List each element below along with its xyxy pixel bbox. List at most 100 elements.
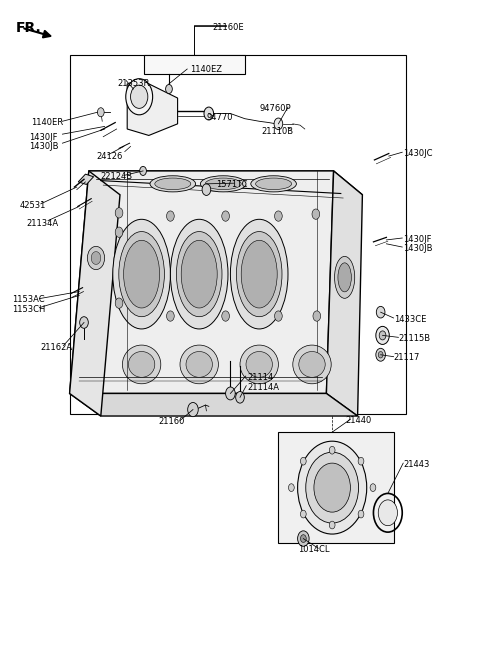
Circle shape — [306, 452, 359, 523]
Polygon shape — [326, 171, 362, 416]
Ellipse shape — [128, 352, 155, 377]
Text: 1140EZ: 1140EZ — [190, 64, 222, 74]
Text: 1014CL: 1014CL — [298, 545, 329, 554]
Text: 1430JC: 1430JC — [403, 149, 432, 158]
Polygon shape — [78, 174, 94, 184]
Circle shape — [376, 326, 389, 344]
Circle shape — [370, 484, 376, 491]
Ellipse shape — [246, 352, 273, 377]
Circle shape — [167, 311, 174, 321]
Circle shape — [329, 521, 335, 529]
Ellipse shape — [150, 176, 196, 192]
Ellipse shape — [338, 263, 351, 292]
Circle shape — [202, 184, 211, 195]
Text: 1571TC: 1571TC — [216, 180, 248, 189]
Circle shape — [126, 79, 153, 115]
Circle shape — [378, 500, 397, 526]
Circle shape — [226, 387, 235, 400]
Text: 1430JF: 1430JF — [29, 133, 57, 142]
Circle shape — [298, 441, 367, 534]
Circle shape — [115, 227, 123, 237]
Ellipse shape — [293, 345, 331, 384]
Ellipse shape — [335, 257, 355, 298]
Circle shape — [300, 510, 306, 518]
Ellipse shape — [119, 232, 164, 317]
Text: 1430JB: 1430JB — [403, 244, 432, 253]
Circle shape — [329, 446, 335, 454]
Text: 21114A: 21114A — [247, 382, 279, 392]
Text: FR.: FR. — [15, 21, 41, 35]
Ellipse shape — [186, 352, 212, 377]
Ellipse shape — [155, 178, 191, 190]
Circle shape — [97, 108, 104, 117]
Circle shape — [378, 352, 383, 358]
Text: 94770: 94770 — [206, 113, 233, 122]
Text: 24126: 24126 — [96, 152, 122, 161]
Text: 1153CH: 1153CH — [12, 305, 46, 314]
Ellipse shape — [205, 178, 241, 190]
Circle shape — [376, 348, 385, 361]
Ellipse shape — [299, 352, 325, 377]
Ellipse shape — [124, 241, 159, 308]
Circle shape — [91, 252, 101, 264]
Polygon shape — [70, 171, 120, 416]
Text: 21114: 21114 — [247, 373, 274, 382]
Circle shape — [131, 85, 148, 108]
Text: 1430JB: 1430JB — [29, 142, 58, 151]
Ellipse shape — [251, 176, 296, 192]
Circle shape — [275, 211, 282, 221]
Circle shape — [115, 298, 123, 308]
Text: 21134A: 21134A — [26, 219, 59, 228]
Circle shape — [222, 311, 229, 321]
Circle shape — [358, 457, 364, 465]
Text: 21110B: 21110B — [262, 127, 294, 136]
Circle shape — [313, 311, 321, 321]
Text: 21117: 21117 — [394, 353, 420, 362]
Text: 21160: 21160 — [158, 417, 185, 426]
Circle shape — [288, 484, 294, 491]
Circle shape — [204, 107, 214, 120]
Text: 42531: 42531 — [19, 201, 46, 210]
Circle shape — [358, 510, 364, 518]
Circle shape — [298, 531, 309, 546]
Polygon shape — [144, 55, 245, 74]
Circle shape — [87, 246, 105, 270]
Bar — [70, 55, 406, 414]
Circle shape — [236, 392, 244, 403]
Ellipse shape — [181, 241, 217, 308]
Ellipse shape — [237, 232, 282, 317]
Circle shape — [167, 211, 174, 221]
Text: 21115B: 21115B — [398, 334, 431, 343]
Text: 21353R: 21353R — [118, 79, 150, 88]
Circle shape — [376, 306, 385, 318]
Circle shape — [300, 535, 306, 542]
Text: 22124B: 22124B — [101, 172, 133, 181]
Circle shape — [314, 463, 350, 512]
Text: 94760P: 94760P — [259, 104, 291, 113]
Ellipse shape — [180, 345, 218, 384]
Text: 21440: 21440 — [346, 416, 372, 425]
Ellipse shape — [201, 176, 246, 192]
Ellipse shape — [176, 232, 222, 317]
Circle shape — [166, 84, 172, 94]
Ellipse shape — [170, 219, 228, 329]
Polygon shape — [278, 432, 394, 543]
Ellipse shape — [113, 219, 170, 329]
Polygon shape — [70, 393, 358, 416]
Polygon shape — [89, 171, 362, 195]
Circle shape — [140, 166, 146, 175]
Ellipse shape — [241, 241, 277, 308]
Circle shape — [188, 402, 198, 417]
Circle shape — [379, 331, 386, 340]
Text: 1433CE: 1433CE — [394, 315, 426, 324]
Text: 1430JF: 1430JF — [403, 235, 432, 244]
Text: 1153AC: 1153AC — [12, 295, 45, 304]
Circle shape — [274, 118, 283, 130]
Circle shape — [312, 209, 320, 219]
Circle shape — [80, 317, 88, 328]
Circle shape — [115, 208, 123, 218]
Text: 21160E: 21160E — [212, 23, 244, 32]
Ellipse shape — [230, 219, 288, 329]
Ellipse shape — [255, 178, 291, 190]
Circle shape — [300, 457, 306, 465]
